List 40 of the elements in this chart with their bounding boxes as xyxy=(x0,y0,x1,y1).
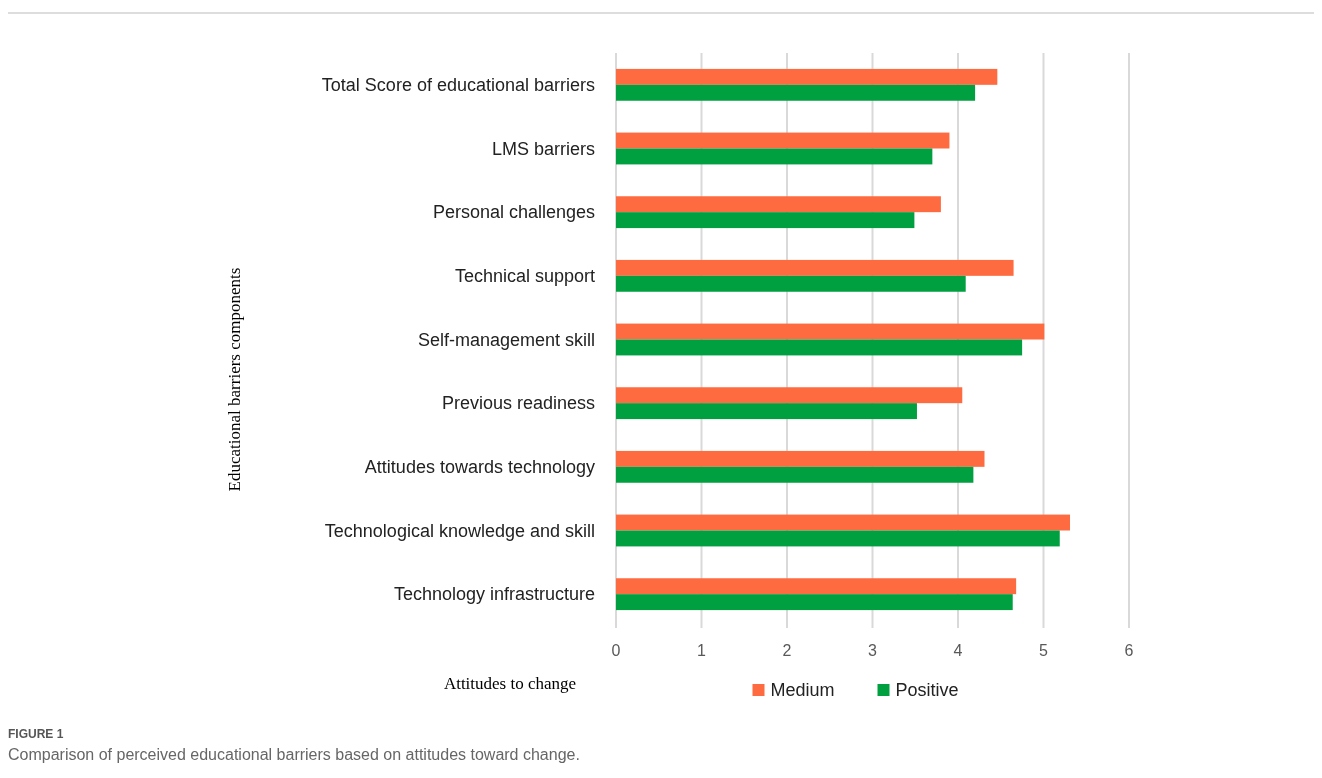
x-tick-label: 3 xyxy=(868,642,878,659)
bar xyxy=(616,148,933,165)
x-tick-label: 1 xyxy=(697,642,707,659)
y-axis-title: Educational barriers components xyxy=(225,267,244,492)
y-tick-label: LMS barriers xyxy=(491,138,595,159)
legend-label: Medium xyxy=(770,680,835,700)
y-tick-label: Self-management skill xyxy=(417,329,595,350)
bar xyxy=(616,84,976,101)
bar xyxy=(616,450,985,467)
bar xyxy=(616,132,950,149)
bar xyxy=(616,196,941,213)
bar xyxy=(616,466,974,483)
bar xyxy=(616,275,966,292)
y-tick-label: Previous readiness xyxy=(441,393,595,414)
caption: FIGURE 1 xyxy=(8,727,64,741)
y-tick-label: Personal challenges xyxy=(432,202,595,223)
text: Comparison of perceived educational barriers based on attitudes toward change. xyxy=(8,746,580,763)
x-tick-label: 0 xyxy=(611,642,621,659)
y-tick-label: Technical support xyxy=(454,265,595,286)
bar xyxy=(616,594,1013,611)
x-tick-label: 4 xyxy=(953,642,963,659)
legend-label: Positive xyxy=(895,680,959,700)
x-axis-title: Attitudes to change xyxy=(443,674,577,693)
bar xyxy=(616,578,1017,595)
x-tick-label: 5 xyxy=(1039,642,1049,659)
bar xyxy=(616,339,1023,356)
bar xyxy=(616,212,915,229)
y-tick-label: Attitudes towards technology xyxy=(364,456,595,477)
bar xyxy=(616,68,998,85)
y-tick-label: Technology infrastructure xyxy=(393,584,595,605)
y-tick-label: Technological knowledge and skill xyxy=(324,520,595,541)
bar xyxy=(616,530,1060,547)
bar xyxy=(616,387,963,404)
bar xyxy=(616,259,1014,276)
x-tick-label: 2 xyxy=(782,642,792,659)
bar xyxy=(616,323,1045,340)
bar xyxy=(616,403,917,420)
bar xyxy=(616,514,1071,531)
y-tick-label: Total Score of educational barriers xyxy=(321,74,595,95)
x-tick-label: 6 xyxy=(1124,642,1134,659)
